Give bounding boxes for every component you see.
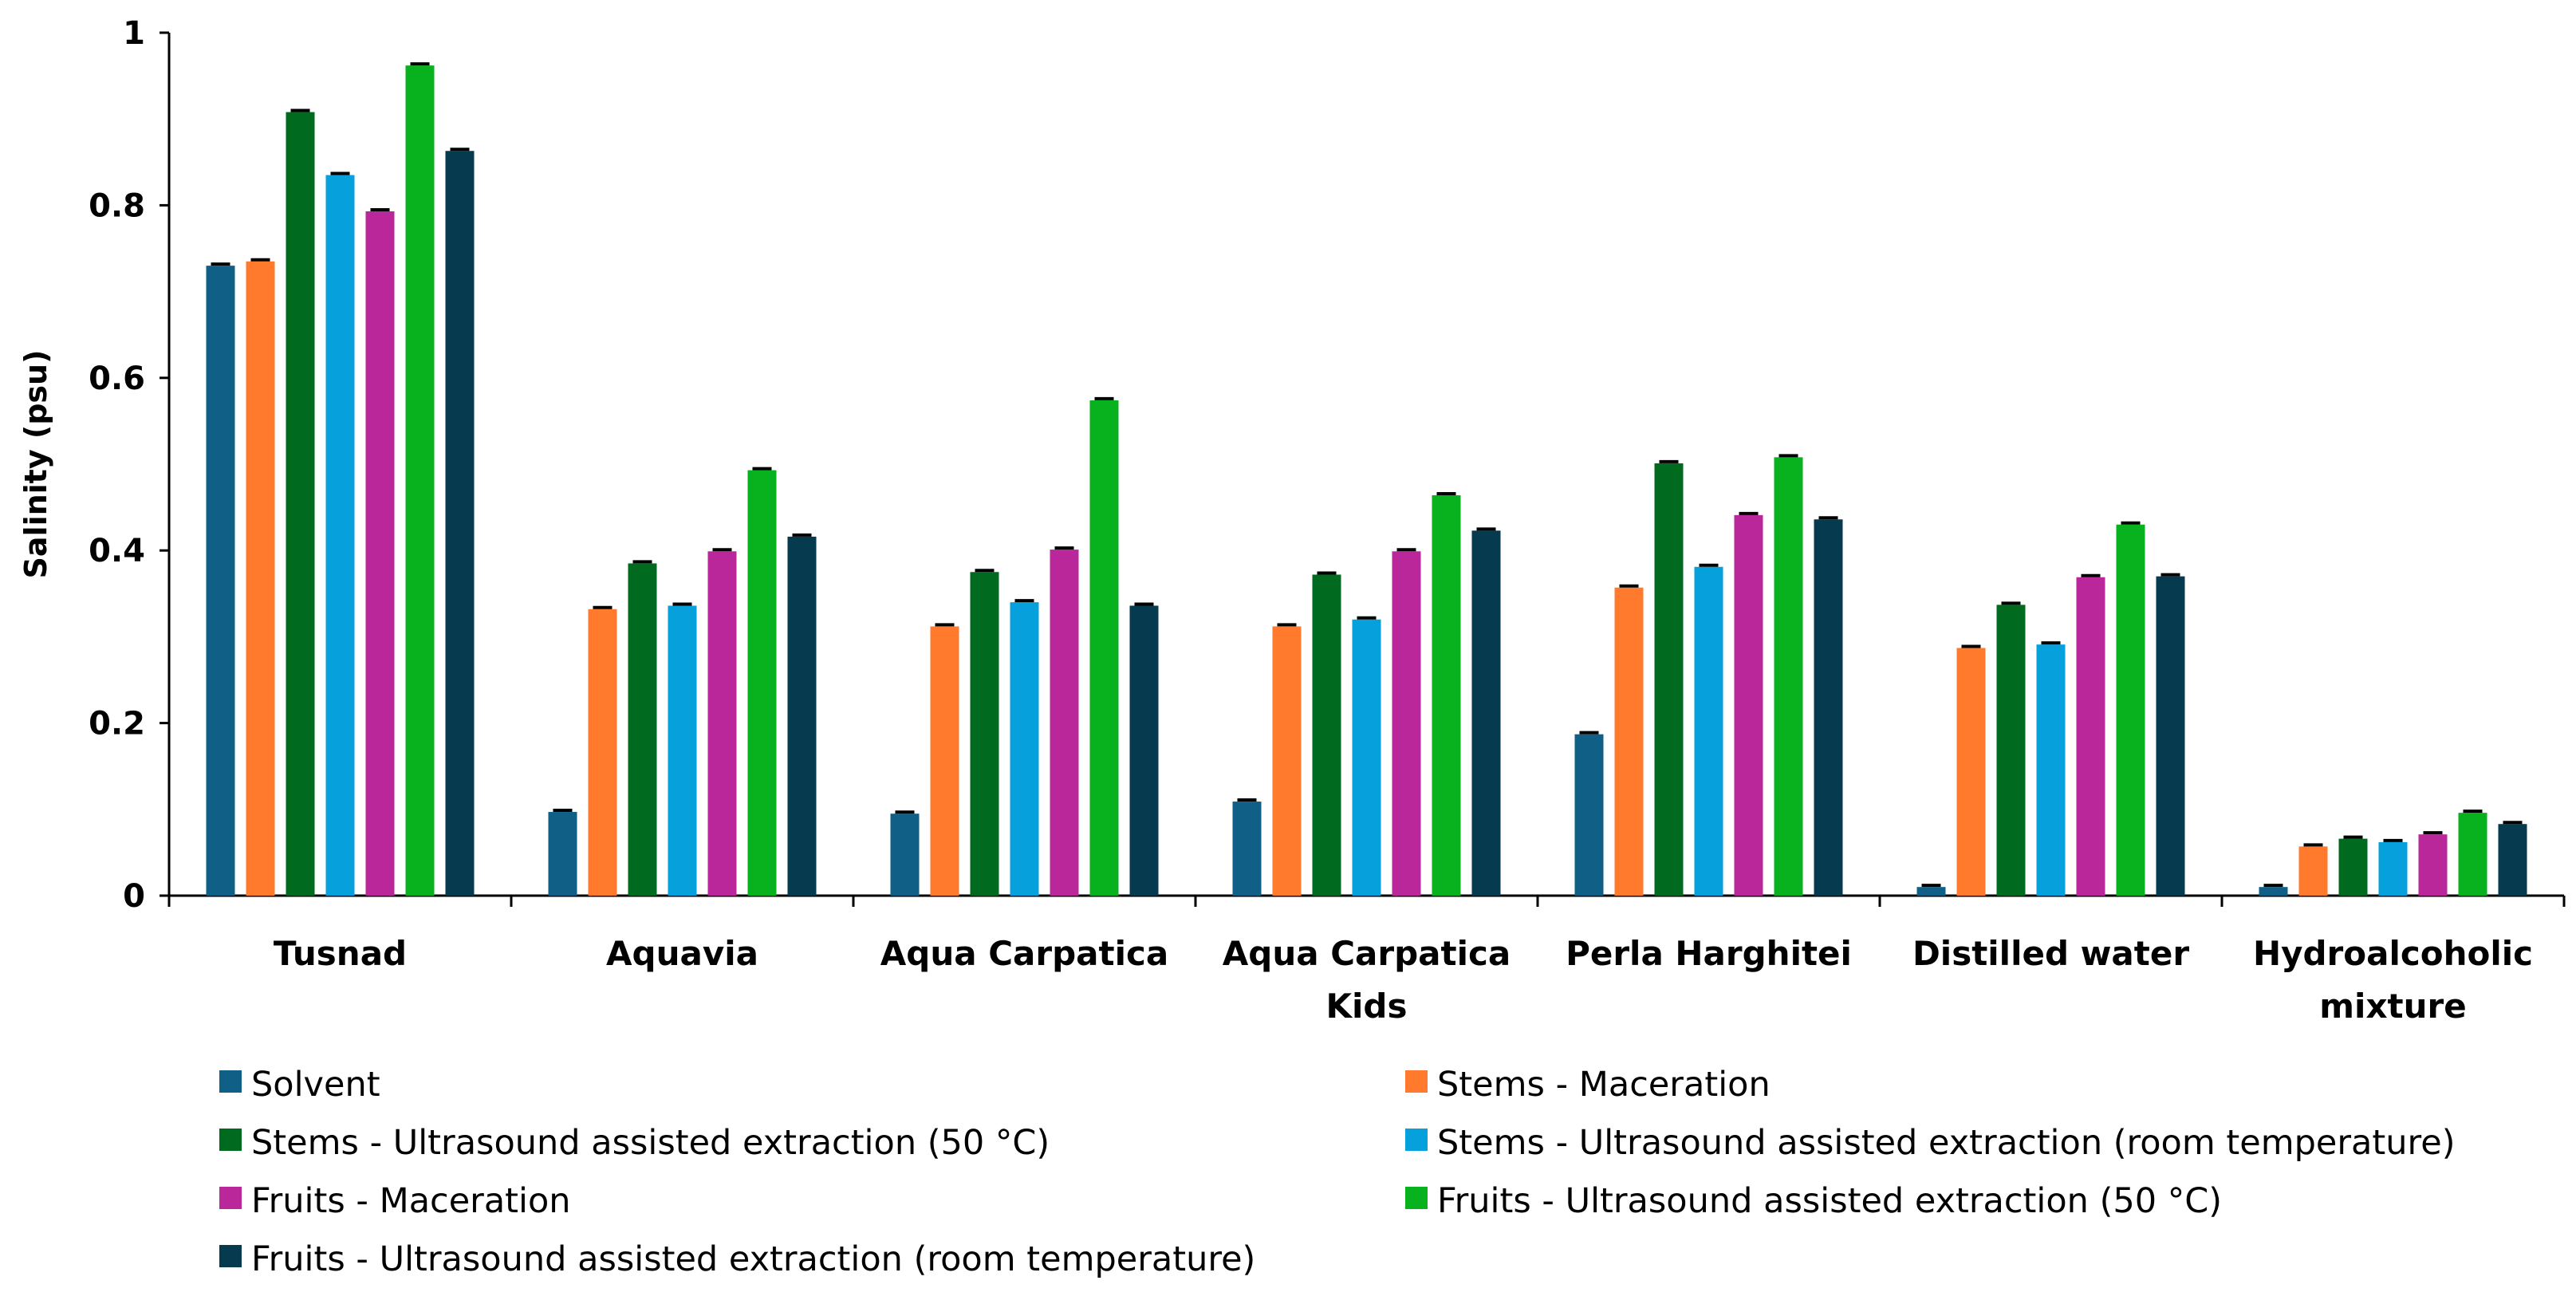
bar bbox=[2156, 576, 2185, 896]
bar bbox=[1916, 887, 1946, 896]
x-tick-label: Perla Harghitei bbox=[1566, 934, 1852, 973]
bar bbox=[1352, 619, 1381, 896]
bar bbox=[668, 605, 697, 896]
bar bbox=[970, 572, 999, 896]
legend-swatch bbox=[219, 1187, 242, 1209]
bar bbox=[2458, 813, 2487, 896]
bar bbox=[1574, 734, 1604, 896]
bar bbox=[2378, 841, 2408, 896]
y-tick-label: 0.4 bbox=[89, 533, 145, 569]
bar bbox=[1129, 605, 1159, 896]
bar bbox=[2298, 846, 2328, 896]
bar bbox=[2116, 524, 2145, 896]
bar bbox=[1392, 551, 1421, 896]
bar bbox=[1232, 802, 1262, 896]
legend: Solvent Stems - Maceration Stems - Ultraso… bbox=[219, 1065, 2455, 1279]
bar bbox=[787, 536, 817, 896]
bar bbox=[405, 65, 435, 896]
legend-label: Fruits - Ultrasound assisted extraction … bbox=[1437, 1181, 2222, 1221]
bar bbox=[628, 563, 657, 896]
legend-label: Solvent bbox=[251, 1065, 380, 1105]
x-tick-label: Kids bbox=[1325, 987, 1407, 1026]
y-axis-label: Salinity (psu) bbox=[18, 350, 53, 579]
bar bbox=[286, 112, 315, 896]
x-tick-label: Distilled water bbox=[1912, 934, 2189, 973]
bar bbox=[1734, 514, 1763, 896]
x-tick-label: Tusnad bbox=[274, 934, 407, 973]
x-tick-label: Aqua Carpatica bbox=[880, 934, 1168, 973]
bar bbox=[325, 175, 355, 896]
bar bbox=[1654, 463, 1684, 896]
bar bbox=[2498, 824, 2527, 896]
bar bbox=[1614, 587, 1644, 896]
bar bbox=[206, 266, 235, 896]
bar bbox=[707, 551, 737, 896]
legend-swatch bbox=[219, 1245, 242, 1267]
bar bbox=[1996, 605, 2026, 896]
bar bbox=[548, 812, 577, 896]
x-tick-label: Hydroalcoholic bbox=[2253, 934, 2533, 973]
bars bbox=[206, 62, 2527, 896]
legend-label: Stems - Ultrasound assisted extraction (… bbox=[251, 1123, 1050, 1163]
bar bbox=[1089, 400, 1119, 896]
x-tick-label: Aquavia bbox=[606, 934, 758, 973]
bar bbox=[1010, 602, 1039, 896]
legend-label: Fruits - Ultrasound assisted extraction … bbox=[251, 1239, 1255, 1279]
bar bbox=[1471, 530, 1501, 896]
y-tick-label: 0.2 bbox=[89, 706, 145, 743]
bar bbox=[1312, 574, 1341, 896]
y-tick-label: 1 bbox=[123, 15, 145, 52]
bar bbox=[588, 609, 617, 896]
y-tick-label: 0.8 bbox=[89, 187, 145, 224]
bar bbox=[2418, 834, 2448, 896]
bar bbox=[1432, 494, 1461, 896]
legend-swatch bbox=[219, 1129, 242, 1151]
legend-swatch bbox=[1405, 1129, 1428, 1151]
y-tick-label: 0 bbox=[123, 878, 145, 915]
x-tick-label: Aqua Carpatica bbox=[1223, 934, 1511, 973]
bar bbox=[246, 261, 275, 896]
bar bbox=[2338, 838, 2368, 896]
bar bbox=[2259, 887, 2288, 896]
bar bbox=[930, 626, 959, 896]
legend-label: Fruits - Maceration bbox=[251, 1181, 571, 1221]
legend-swatch bbox=[1405, 1187, 1428, 1209]
bar bbox=[2036, 644, 2066, 896]
bar bbox=[1050, 550, 1079, 896]
bar bbox=[747, 470, 777, 896]
bar bbox=[1272, 626, 1302, 896]
legend-swatch bbox=[219, 1070, 242, 1093]
bar bbox=[365, 211, 395, 896]
bar bbox=[1814, 519, 1843, 896]
x-tick-label: mixture bbox=[2319, 987, 2466, 1026]
bar bbox=[1694, 566, 1723, 896]
y-tick-label: 0.6 bbox=[89, 360, 145, 397]
bar bbox=[2076, 577, 2105, 896]
bar bbox=[445, 151, 475, 896]
legend-label: Stems - Maceration bbox=[1437, 1065, 1771, 1105]
bar bbox=[1956, 648, 1986, 896]
bar bbox=[1774, 457, 1803, 896]
x-tick-labels: Tusnad Aquavia Aqua Carpatica Aqua Carpatic… bbox=[274, 934, 2533, 1026]
bar bbox=[890, 813, 920, 896]
legend-label: Stems - Ultrasound assisted extraction (… bbox=[1437, 1123, 2455, 1163]
legend-swatch bbox=[1405, 1070, 1428, 1093]
